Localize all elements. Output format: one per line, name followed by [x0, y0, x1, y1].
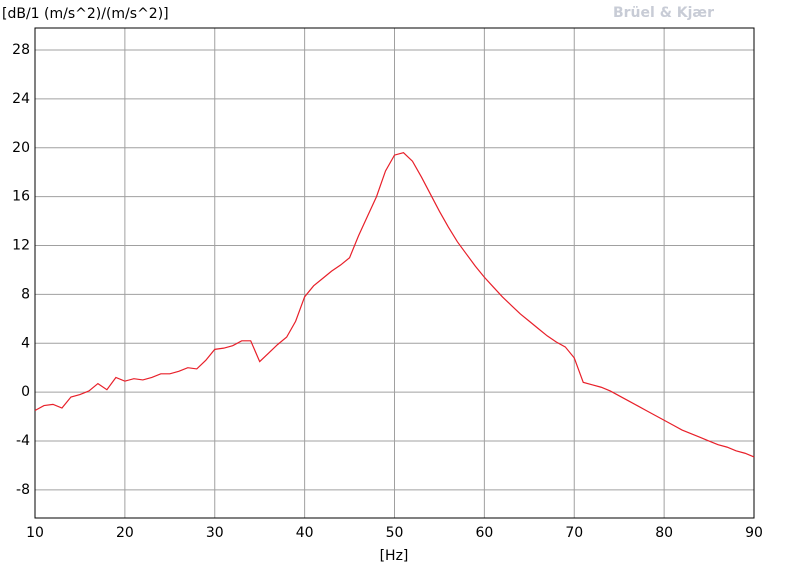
- x-tick-label: 20: [116, 525, 134, 541]
- x-tick-label: 50: [386, 525, 404, 541]
- y-tick-label: -8: [16, 482, 30, 498]
- y-tick-label: -4: [16, 433, 30, 449]
- x-tick-label: 30: [206, 525, 224, 541]
- y-tick-label: 28: [12, 42, 30, 58]
- y-axis-label: [dB/1 (m/s^2)/(m/s^2)]: [2, 6, 169, 22]
- x-tick-label: 60: [475, 525, 493, 541]
- x-tick-label: 70: [565, 525, 583, 541]
- x-tick-label: 90: [745, 525, 763, 541]
- x-tick-label: 80: [655, 525, 673, 541]
- x-tick-label: 40: [296, 525, 314, 541]
- y-tick-label: 4: [21, 335, 30, 351]
- data-line: [34, 151, 755, 458]
- y-tick-label: 8: [21, 286, 30, 302]
- y-tick-label: 0: [21, 384, 30, 400]
- x-tick-label: 10: [26, 525, 44, 541]
- plot-frame: [34, 27, 755, 519]
- y-tick-label: 16: [12, 189, 30, 205]
- brand-logo: Brüel & Kjær: [613, 5, 714, 21]
- y-tick-label: 12: [12, 238, 30, 254]
- x-axis-label: [Hz]: [380, 548, 409, 564]
- y-tick-label: 20: [12, 140, 30, 156]
- y-tick-label: 24: [12, 91, 30, 107]
